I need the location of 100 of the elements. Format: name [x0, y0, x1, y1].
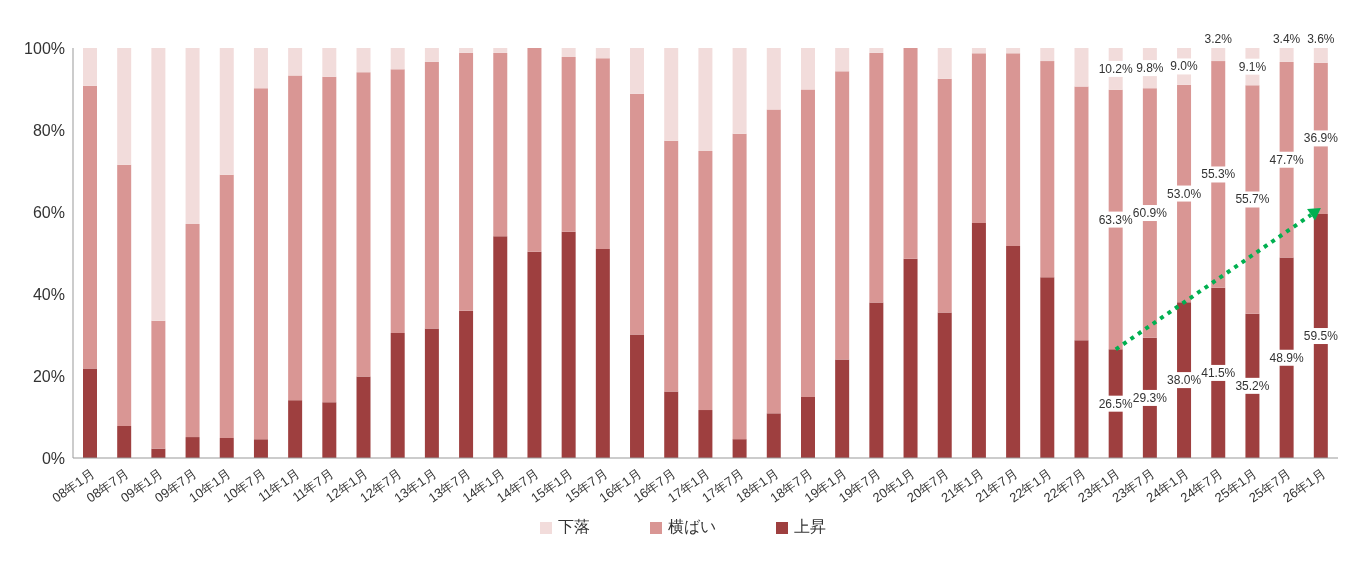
- y-tick-label: 60%: [32, 203, 65, 221]
- bar: [937, 312, 952, 458]
- bar: [356, 48, 371, 73]
- bar: [835, 359, 850, 458]
- bar: [253, 48, 268, 89]
- bar: [766, 109, 781, 414]
- data-label: 60.9%: [1132, 206, 1168, 221]
- bar: [1040, 277, 1055, 458]
- bar: [322, 48, 337, 77]
- bar: [424, 328, 439, 458]
- bar: [83, 48, 97, 86]
- bar: [903, 48, 918, 259]
- bar: [390, 332, 405, 458]
- bar: [698, 48, 713, 151]
- bar: [288, 400, 303, 458]
- bar: [561, 231, 576, 458]
- bar: [664, 391, 679, 458]
- data-label: 55.7%: [1235, 192, 1270, 207]
- y-tick-label: 20%: [32, 367, 65, 385]
- bar: [766, 48, 781, 110]
- bar: [732, 439, 747, 458]
- bar: [1211, 48, 1226, 62]
- data-label: 3.6%: [1307, 32, 1335, 46]
- bar: [561, 57, 576, 232]
- legend-label: 横ばい: [668, 517, 716, 537]
- bar: [322, 402, 337, 458]
- data-label: 9.8%: [1136, 61, 1164, 76]
- bar: [151, 48, 166, 321]
- bar: [664, 48, 679, 141]
- y-tick-label: 40%: [32, 285, 65, 303]
- bar: [288, 75, 303, 401]
- bar: [595, 248, 610, 458]
- bar: [117, 426, 132, 458]
- bar: [288, 48, 303, 76]
- bar: [1006, 246, 1021, 458]
- bar: [937, 48, 952, 79]
- bar: [732, 133, 747, 440]
- bar: [971, 53, 986, 224]
- bar: [561, 48, 576, 58]
- data-label: 10.2%: [1098, 61, 1134, 76]
- bar: [356, 72, 371, 377]
- bar: [83, 85, 97, 369]
- bar: [1074, 340, 1089, 458]
- bar: [800, 48, 815, 90]
- bar: [390, 69, 405, 333]
- bar: [322, 76, 337, 403]
- bar: [835, 48, 850, 72]
- legend-label: 下落: [558, 517, 590, 537]
- bar: [630, 93, 645, 335]
- bar: [869, 52, 884, 303]
- bar: [869, 302, 884, 458]
- bar: [356, 376, 371, 458]
- bar: [253, 439, 268, 458]
- bar: [1074, 48, 1089, 87]
- data-label: 26.5%: [1098, 396, 1134, 411]
- bar: [493, 52, 508, 237]
- bar: [630, 48, 645, 94]
- data-label: 47.7%: [1269, 152, 1304, 167]
- bar: [800, 89, 815, 397]
- bar: [185, 223, 200, 438]
- bar: [664, 140, 679, 392]
- bar: [1040, 48, 1055, 62]
- bar: [869, 48, 884, 53]
- bar: [117, 48, 132, 165]
- bar: [698, 150, 713, 411]
- bar: [835, 71, 850, 360]
- bar: [493, 48, 508, 53]
- data-label: 3.2%: [1204, 32, 1233, 46]
- y-tick-label: 100%: [24, 39, 65, 57]
- bar: [971, 223, 986, 458]
- data-label: 63.3%: [1098, 212, 1134, 227]
- data-label: 36.9%: [1303, 131, 1339, 146]
- bar: [527, 48, 542, 252]
- bar: [219, 437, 234, 458]
- bar: [185, 48, 200, 224]
- bar: [459, 310, 474, 458]
- bar: [1279, 48, 1294, 62]
- bar: [253, 88, 268, 440]
- data-label: 35.2%: [1235, 378, 1270, 393]
- bar: [117, 164, 132, 427]
- data-label: 53.0%: [1167, 186, 1202, 201]
- data-label: 55.3%: [1201, 167, 1236, 182]
- bar: [903, 258, 918, 458]
- y-tick-label: 80%: [32, 121, 65, 139]
- bar: [698, 410, 713, 458]
- data-label: 59.5%: [1303, 329, 1339, 344]
- bar: [1040, 61, 1055, 278]
- bar: [800, 396, 815, 458]
- bar: [151, 320, 166, 449]
- bar: [1074, 86, 1089, 341]
- bar: [1313, 48, 1328, 63]
- data-label: 41.5%: [1201, 365, 1236, 380]
- bar: [424, 48, 439, 62]
- bar: [595, 48, 610, 59]
- bar: [971, 48, 986, 54]
- bar: [493, 236, 508, 458]
- bar: [595, 58, 610, 249]
- bar: [459, 48, 474, 53]
- data-label: 9.1%: [1238, 59, 1267, 74]
- bar: [766, 413, 781, 458]
